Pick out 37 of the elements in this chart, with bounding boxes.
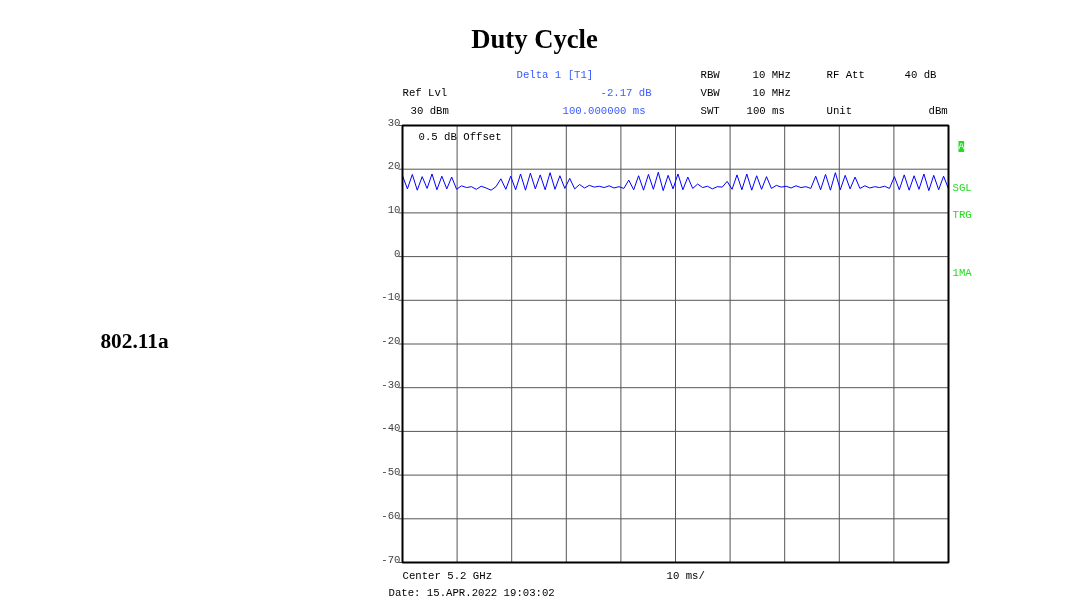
text: 100 ms xyxy=(746,104,785,117)
text: Ref Lvl xyxy=(402,86,448,99)
y-tick-label: -20 xyxy=(381,335,401,347)
text: 10 MHz xyxy=(752,86,791,99)
text: Unit xyxy=(826,104,853,117)
text: 10 MHz xyxy=(752,68,791,81)
line-series xyxy=(402,171,949,192)
text: RF Att xyxy=(826,68,865,81)
text: 802.11a xyxy=(100,328,169,353)
y-tick-label: -30 xyxy=(381,378,401,391)
y-tick-label: -10 xyxy=(381,291,401,304)
text: Date: 15.APR.2022 19:03:02 xyxy=(388,586,555,599)
text: RBW xyxy=(700,68,721,81)
text: Delta 1 [T1] xyxy=(516,68,594,81)
text: 100.000000 ms xyxy=(562,104,646,117)
y-tick-label: 30 xyxy=(387,116,401,129)
text: 10 ms/ xyxy=(666,569,705,582)
text: VBW xyxy=(700,86,721,99)
text: -2.17 dB xyxy=(600,86,652,99)
text: TRG xyxy=(952,208,972,221)
text: SWT xyxy=(700,104,720,117)
annotation: 0.5 dB Offset xyxy=(418,130,502,143)
text: Center 5.2 GHz xyxy=(402,569,493,582)
y-tick-label: -70 xyxy=(381,553,401,566)
y-tick-label: -60 xyxy=(381,509,401,522)
chart-title: Duty Cycle xyxy=(471,23,598,54)
text: dBm xyxy=(928,104,948,117)
y-tick-label: 20 xyxy=(387,160,401,173)
text: 1MA xyxy=(952,266,973,279)
text: 40 dB xyxy=(904,68,937,81)
text: A xyxy=(958,141,965,152)
text: 30 dBm xyxy=(410,104,449,117)
y-tick-label: 0 xyxy=(394,247,401,260)
y-tick-label: -50 xyxy=(381,466,401,479)
y-tick-label: -40 xyxy=(381,422,401,435)
text: SGL xyxy=(952,181,972,194)
y-tick-label: 10 xyxy=(387,203,401,216)
